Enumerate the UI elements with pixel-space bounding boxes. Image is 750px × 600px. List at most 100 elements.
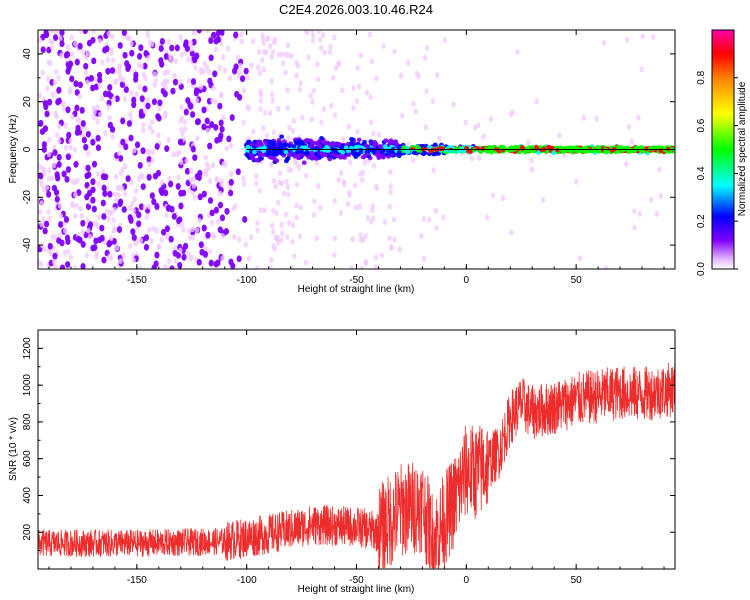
- heatmap-cell: [362, 154, 367, 159]
- heatmap-cell: [526, 139, 531, 146]
- heatmap-cell: [95, 134, 101, 142]
- heatmap-cell: [100, 168, 106, 175]
- heatmap-cell: [65, 67, 71, 75]
- heatmap-cell: [270, 97, 275, 104]
- heatmap-cell: [351, 104, 356, 111]
- heatmap-cell: [238, 62, 243, 69]
- heatmap-cell: [73, 80, 79, 88]
- heatmap-cell: [351, 85, 356, 92]
- heatmap-cell: [142, 107, 148, 114]
- heatmap-cell: [151, 264, 157, 269]
- heatmap-cell: [109, 126, 116, 133]
- snr-xtick-label: 0: [464, 575, 470, 586]
- heatmap-cell: [246, 255, 252, 262]
- heatmap-cell: [307, 138, 312, 143]
- heatmap-cell: [81, 136, 87, 144]
- heatmap-cell: [391, 216, 397, 223]
- heatmap-cell: [128, 134, 134, 142]
- heatmap-cell: [288, 150, 294, 155]
- heatmap-cell: [70, 51, 75, 58]
- heatmap-cell: [256, 139, 262, 144]
- heatmap-cell: [190, 226, 195, 233]
- heatmap-cell: [190, 111, 196, 118]
- heatmap-cell: [300, 114, 305, 121]
- heatmap-cell: [132, 196, 137, 203]
- heatmap-cell: [110, 133, 115, 140]
- heatmap-cell: [218, 119, 224, 127]
- heatmap-cell: [129, 179, 134, 186]
- heatmap-cell: [164, 233, 170, 240]
- heatmap-cell: [341, 179, 347, 186]
- heatmap-cell: [149, 41, 155, 48]
- heatmap-cell: [138, 203, 145, 211]
- heatmap-cell: [217, 65, 222, 72]
- heatmap-cell: [534, 145, 540, 150]
- heatmap-cell: [209, 209, 215, 217]
- spectrogram-ylabel: Frequency (Hz): [8, 115, 19, 184]
- heatmap-cell: [476, 122, 481, 129]
- heatmap-cell: [246, 105, 252, 112]
- heatmap-cell: [159, 236, 164, 243]
- heatmap-cell: [432, 142, 438, 148]
- heatmap-cell: [125, 175, 131, 182]
- heatmap-cell: [237, 236, 242, 243]
- heatmap-cell: [66, 248, 71, 255]
- heatmap-cell: [40, 46, 46, 54]
- heatmap-cell: [122, 96, 128, 103]
- heatmap-cell: [298, 204, 303, 211]
- heatmap-cell: [201, 190, 207, 198]
- heatmap-cell: [226, 45, 231, 52]
- spectrogram-ytick-label: 40: [22, 48, 33, 60]
- heatmap-cell: [367, 31, 373, 38]
- heatmap-cell: [440, 146, 446, 152]
- heatmap-cell: [115, 185, 121, 192]
- heatmap-cell: [169, 44, 175, 52]
- heatmap-cell: [279, 134, 285, 139]
- spectrogram-xtick-label: -150: [127, 275, 147, 286]
- heatmap-cell: [74, 58, 80, 66]
- heatmap-cell: [154, 143, 160, 150]
- heatmap-cell: [129, 40, 134, 47]
- heatmap-cell: [212, 98, 218, 105]
- snr-ylabel: SNR (10 * v/v): [8, 417, 19, 481]
- heatmap-cell: [48, 38, 53, 45]
- spectrogram-panel: -150 -100 -50 0 50 -40 -20 0 20 40 Height of stra…: [8, 29, 676, 295]
- heatmap-cell: [38, 37, 43, 44]
- heatmap-cell: [481, 133, 486, 140]
- heatmap-cell: [140, 147, 146, 155]
- heatmap-cell: [311, 211, 317, 218]
- heatmap-cell: [138, 44, 144, 52]
- heatmap-cell: [65, 106, 71, 114]
- heatmap-cell: [258, 207, 264, 214]
- heatmap-cell: [227, 75, 233, 82]
- heatmap-cell: [120, 138, 126, 146]
- heatmap-cell: [208, 259, 214, 267]
- heatmap-cell: [38, 177, 44, 184]
- heatmap-cell: [353, 145, 359, 150]
- heatmap-cell: [46, 190, 52, 198]
- heatmap-cell: [283, 69, 288, 76]
- heatmap-cell: [138, 265, 143, 269]
- heatmap-cell: [111, 96, 116, 103]
- heatmap-cell: [291, 144, 297, 149]
- heatmap-cell: [118, 170, 124, 177]
- heatmap-cell: [175, 183, 181, 190]
- heatmap-cell: [379, 252, 385, 259]
- heatmap-cell: [131, 101, 137, 109]
- heatmap-cell: [159, 38, 165, 45]
- heatmap-cell: [296, 62, 301, 69]
- heatmap-cell: [112, 78, 118, 85]
- heatmap-cell: [168, 56, 174, 63]
- heatmap-cell: [156, 132, 161, 139]
- heatmap-cell: [208, 54, 214, 62]
- heatmap-cell: [421, 215, 426, 222]
- heatmap-cell: [91, 114, 97, 121]
- heatmap-cell: [69, 75, 75, 83]
- heatmap-cell: [90, 178, 96, 186]
- heatmap-cell: [106, 240, 112, 248]
- heatmap-cell: [85, 164, 91, 172]
- heatmap-cell: [181, 253, 187, 261]
- heatmap-cell: [206, 164, 211, 171]
- heatmap-cell: [262, 109, 268, 116]
- heatmap-cell: [80, 219, 86, 227]
